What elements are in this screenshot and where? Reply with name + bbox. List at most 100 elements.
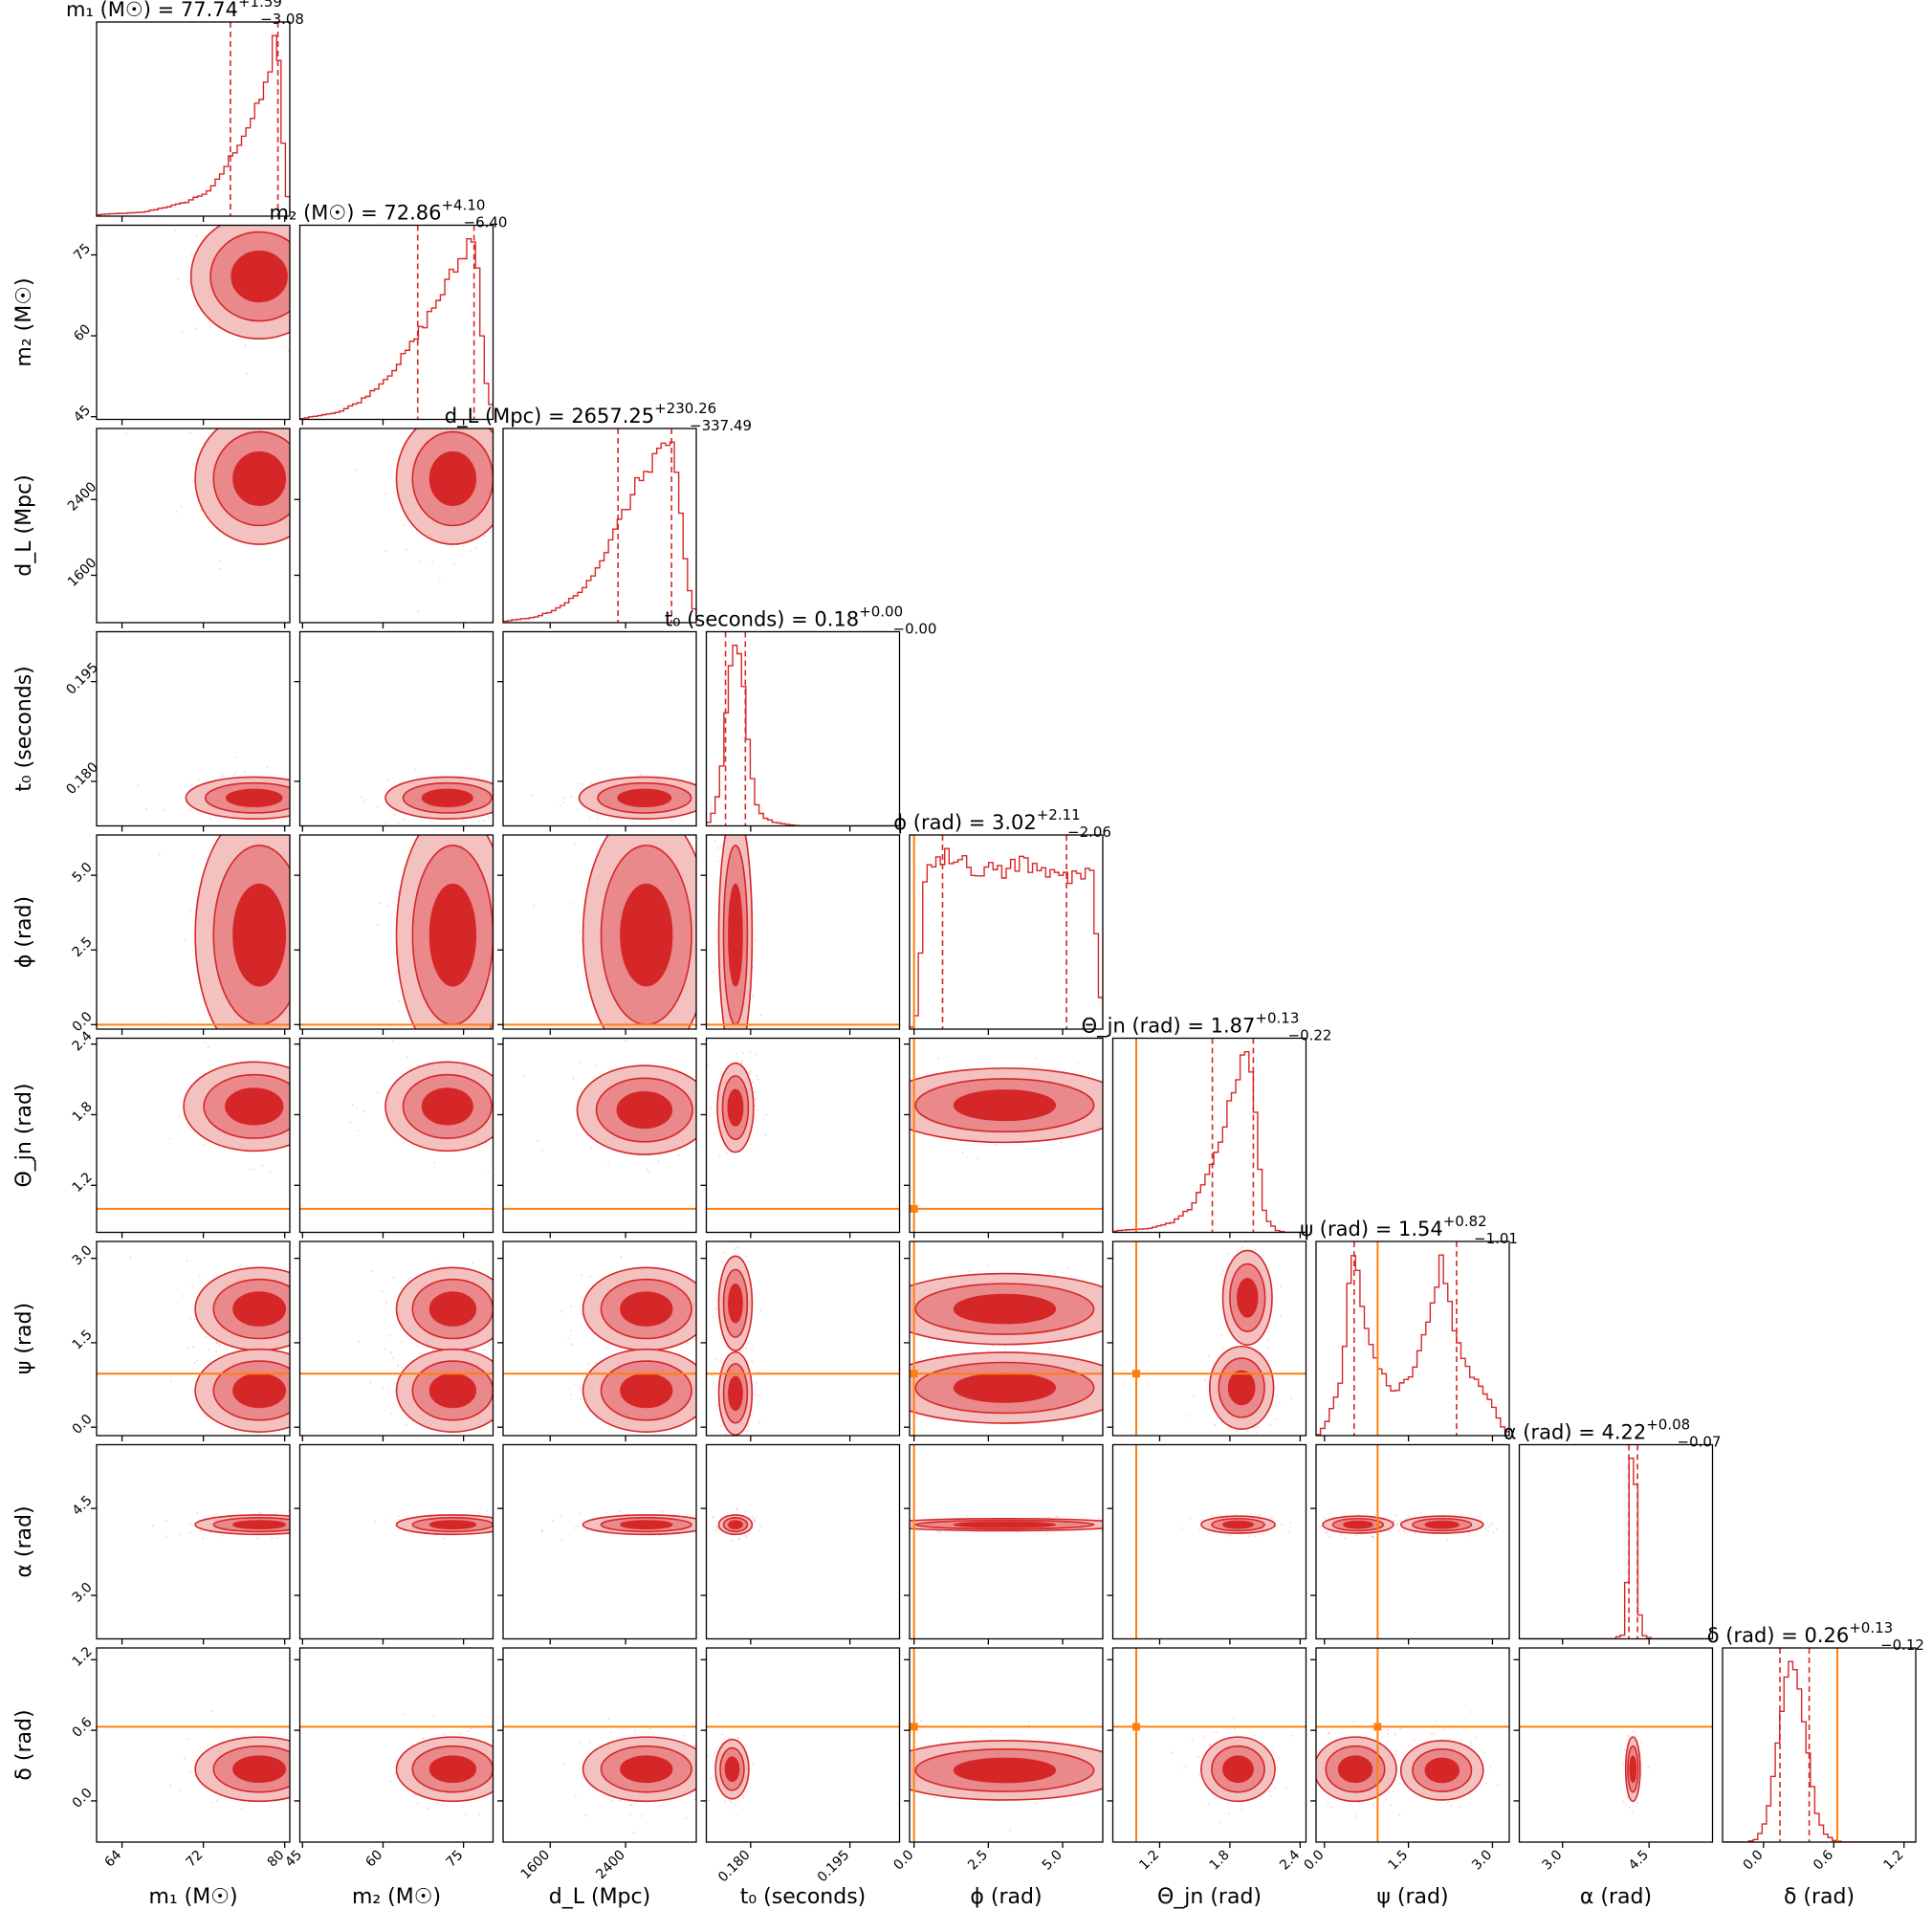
contour-inner — [953, 1089, 1057, 1122]
sample-dot — [570, 1305, 572, 1307]
sample-dot — [328, 1767, 330, 1769]
panel-frame — [96, 224, 291, 421]
sample-dot — [738, 1537, 741, 1540]
sample-dot — [322, 1526, 324, 1528]
sample-dot — [1233, 1727, 1236, 1730]
sample-dot — [714, 1120, 716, 1123]
sample-dot — [505, 1524, 507, 1526]
sample-dot — [735, 1061, 738, 1064]
sample-dot — [530, 1110, 532, 1112]
sample-dot — [296, 805, 298, 807]
sample-dot — [1222, 1269, 1224, 1271]
sample-dot — [292, 301, 294, 303]
sample-dot — [297, 852, 299, 854]
sample-dot — [896, 1113, 898, 1115]
panel-psi-m1 — [97, 1256, 323, 1435]
sample-dot — [896, 1366, 898, 1368]
contour-inner — [1343, 1520, 1373, 1529]
sample-dot — [419, 1352, 422, 1354]
panel-theta_jn-m2 — [299, 1038, 532, 1210]
sample-dot — [716, 1526, 718, 1528]
sample-dot — [263, 214, 265, 216]
panel-alpha-phi — [910, 1444, 1103, 1639]
sample-dot — [311, 1350, 313, 1352]
contour-inner — [953, 1757, 1057, 1784]
sample-dot — [163, 809, 165, 812]
sample-dot — [169, 1380, 172, 1382]
sample-dot — [194, 327, 197, 330]
panel-frame — [96, 428, 291, 624]
sample-dot — [158, 853, 161, 855]
sample-dot — [244, 344, 247, 347]
sample-dot — [419, 560, 422, 562]
sample-dot — [729, 792, 731, 794]
sample-dot — [1228, 1812, 1230, 1814]
sample-dot — [517, 1084, 519, 1086]
sample-dot — [312, 1782, 314, 1784]
sample-dot — [736, 1737, 739, 1739]
contour-inner — [953, 1521, 1057, 1528]
sample-dot — [889, 1772, 891, 1774]
sample-dot — [640, 774, 642, 776]
sample-dot — [707, 786, 709, 788]
sample-dot — [129, 1256, 132, 1259]
sample-dot — [497, 1372, 499, 1373]
sample-dot — [740, 1059, 743, 1062]
sample-dot — [235, 770, 237, 773]
sample-dot — [269, 1171, 272, 1174]
sample-dot — [731, 770, 733, 772]
sample-dot — [458, 1732, 461, 1735]
sample-dot — [318, 1810, 320, 1811]
sample-dot — [291, 810, 293, 812]
sample-dot — [321, 1382, 323, 1384]
sample-dot — [710, 909, 712, 911]
sample-dot — [728, 1737, 731, 1739]
sample-dot — [729, 1241, 732, 1244]
sample-dot — [301, 795, 303, 797]
sample-dot — [1179, 1382, 1181, 1384]
sample-dot — [507, 1044, 509, 1046]
sample-dot — [294, 301, 296, 303]
sample-dot — [303, 883, 305, 885]
sample-dot — [188, 809, 191, 812]
sample-dot — [710, 1407, 712, 1409]
sample-dot — [727, 815, 729, 817]
sample-dot — [754, 1519, 756, 1522]
sample-dot — [569, 1329, 572, 1332]
sample-dot — [737, 1738, 740, 1741]
panel-dL-m1 — [125, 428, 307, 570]
sample-dot — [478, 820, 480, 822]
sample-dot — [357, 1130, 359, 1132]
sample-dot — [389, 1780, 392, 1783]
sample-dot — [715, 1281, 718, 1284]
sample-dot — [1028, 1721, 1030, 1723]
sample-dot — [582, 783, 584, 786]
panel-frame — [909, 1037, 1104, 1234]
sample-dot — [305, 463, 307, 465]
sample-dot — [244, 201, 246, 203]
sample-dot — [1326, 1531, 1328, 1534]
sample-dot — [807, 1529, 809, 1531]
sample-dot — [355, 1108, 358, 1109]
sample-dot — [937, 1530, 940, 1532]
sample-dot — [678, 1153, 680, 1156]
panel-frame — [96, 21, 291, 217]
sample-dot — [587, 1077, 589, 1079]
sample-dot — [589, 1276, 592, 1278]
sample-dot — [882, 1796, 884, 1798]
sample-dot — [187, 266, 190, 268]
sample-dot — [177, 278, 180, 280]
panel-frame — [502, 1037, 697, 1234]
sample-dot — [394, 1772, 396, 1775]
sample-dot — [309, 966, 311, 968]
contour-inner — [225, 1087, 284, 1126]
sample-dot — [740, 1062, 743, 1064]
sample-dot — [370, 1270, 373, 1272]
contour-inner — [428, 1291, 477, 1327]
sample-dot — [379, 902, 382, 904]
sample-dot — [755, 1090, 757, 1093]
sample-dot — [295, 968, 296, 970]
sample-dot — [604, 1512, 607, 1514]
sample-dot — [499, 831, 501, 833]
sample-dot — [934, 1516, 937, 1519]
